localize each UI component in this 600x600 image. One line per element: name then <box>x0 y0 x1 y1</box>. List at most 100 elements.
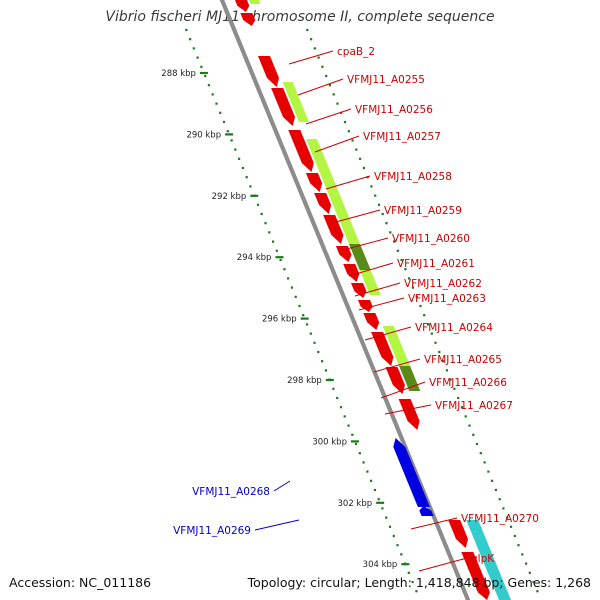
gene-label-text: VFMJ11_A0266 <box>429 377 507 389</box>
guide-dot <box>502 507 505 510</box>
guide-dot <box>321 360 324 363</box>
gene-arrow <box>393 438 430 507</box>
guide-dot <box>411 580 414 584</box>
guide-dot <box>230 139 233 142</box>
gene-label-text: VFMJ11_A0268 <box>192 486 270 498</box>
guide-dot <box>377 203 381 206</box>
feature-block <box>399 366 421 391</box>
gene-label: VFMJ11_A0259 <box>335 205 462 223</box>
guide-dot <box>415 295 418 298</box>
gene-arrow <box>288 130 314 172</box>
gene-label: cpaB_2 <box>288 46 375 65</box>
gene-label-text: VFMJ11_A0262 <box>404 278 482 290</box>
guide-dot <box>385 222 388 225</box>
guide-dot <box>283 268 286 271</box>
gene-label-text: glpK <box>471 553 495 565</box>
gene-arrow <box>271 88 295 126</box>
guide-dot <box>351 433 354 436</box>
gene-label-leader <box>418 557 468 572</box>
map-title: Vibrio fischeri MJ11 chromosome II, comp… <box>105 9 495 25</box>
guide-dot <box>393 240 396 243</box>
guide-dot <box>245 176 248 179</box>
guide-dot <box>464 415 467 418</box>
feature-block <box>248 0 261 4</box>
guide-dot <box>321 65 324 68</box>
gene-label: VFMJ11_A0265 <box>373 354 502 373</box>
gene-label-text: VFMJ11_A0267 <box>435 400 513 412</box>
guide-dot <box>411 286 414 289</box>
gene-arrow <box>305 173 323 192</box>
gene-label-leader <box>373 358 421 373</box>
gene-arrow <box>323 215 344 244</box>
gene-label-text: VFMJ11_A0263 <box>408 293 486 305</box>
guide-dot <box>200 65 203 68</box>
guide-dot <box>381 507 384 510</box>
guide-dot <box>517 544 520 547</box>
gene-label-text: VFMJ11_A0261 <box>397 258 475 270</box>
guide-dot <box>204 74 207 78</box>
guide-dot <box>351 139 354 142</box>
guide-dot <box>536 590 539 593</box>
guide-dot <box>359 157 362 160</box>
gene-label-text: VFMJ11_A0255 <box>347 74 425 86</box>
guide-dot <box>453 387 456 390</box>
guide-dot <box>358 452 361 455</box>
guide-dot <box>226 130 229 133</box>
feature-block <box>282 82 309 122</box>
guide-dot <box>305 323 309 326</box>
guide-dot <box>264 222 267 225</box>
gene-arrow <box>419 506 434 516</box>
guide-dot <box>328 84 331 87</box>
guide-dot <box>434 341 437 344</box>
gene-arrow <box>385 367 405 394</box>
gene-arrow <box>240 13 256 26</box>
guide-dot <box>532 580 535 584</box>
gene-label-leader <box>254 519 300 531</box>
gene-label: VFMJ11_A0264 <box>364 322 493 341</box>
guide-dot <box>509 525 513 528</box>
guide-dot <box>196 56 199 59</box>
guide-dot <box>468 424 471 427</box>
guide-dot <box>460 406 464 409</box>
gene-arrow <box>314 193 332 214</box>
gene-label-leader <box>364 326 412 341</box>
guide-dot <box>389 231 392 234</box>
guide-dot <box>317 350 320 354</box>
feature-block <box>306 139 381 295</box>
guide-dot <box>332 93 335 96</box>
gene-label-text: VFMJ11_A0258 <box>374 171 452 183</box>
gene-arrow <box>363 313 380 330</box>
guide-dot <box>336 396 339 400</box>
guide-dot <box>408 277 411 280</box>
gene-label: VFMJ11_A0267 <box>384 400 513 415</box>
gene-label-leader <box>354 282 401 297</box>
feature-block <box>382 326 411 366</box>
guide-dot <box>370 479 373 482</box>
gene-label-text: VFMJ11_A0260 <box>392 233 470 245</box>
guide-dot <box>407 571 410 574</box>
guide-dot <box>370 185 373 188</box>
gene-label: VFMJ11_A0258 <box>325 171 452 190</box>
gene-label-text: VFMJ11_A0257 <box>363 131 441 143</box>
guide-dot <box>430 332 433 335</box>
guide-dot <box>340 111 343 114</box>
gene-arrow <box>371 332 394 366</box>
guide-dot <box>487 470 490 473</box>
guide-dot <box>377 498 380 501</box>
guide-dot <box>385 516 388 519</box>
guide-dot <box>343 120 347 124</box>
gene-label: VFMJ11_A0266 <box>380 377 507 399</box>
gene-arrow <box>335 246 352 262</box>
guide-dot <box>302 314 305 317</box>
guide-dot <box>332 387 335 390</box>
guide-dot <box>475 442 479 446</box>
guide-dot <box>343 415 346 418</box>
guide-dot <box>313 47 316 50</box>
gene-label-leader <box>380 381 426 399</box>
guide-dot <box>396 249 399 252</box>
guide-dot <box>275 249 278 252</box>
gene-label-leader <box>305 108 352 125</box>
gene-label: VFMJ11_A0255 <box>297 74 425 96</box>
guide-dot <box>388 525 392 528</box>
ruler-tick-label: 304 kbp <box>363 560 398 570</box>
